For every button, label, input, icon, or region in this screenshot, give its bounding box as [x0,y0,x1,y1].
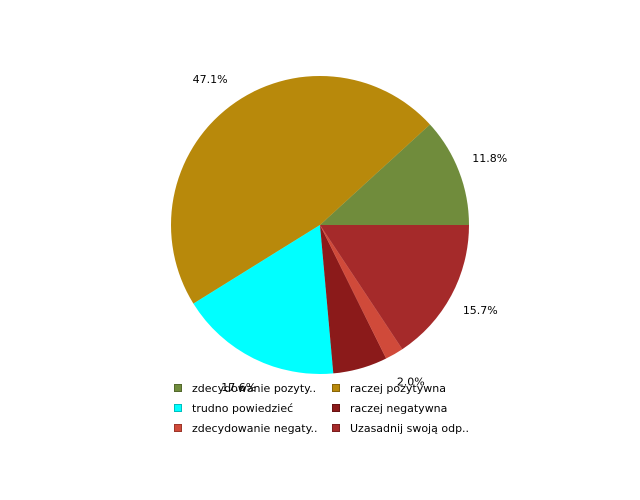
pie-slice [320,225,403,359]
legend-item-1: raczej pozytywna [332,380,446,396]
slice-percent-label: 11.8% [472,152,507,165]
legend-swatch [332,404,340,412]
legend-label: zdecydowanie pozyty.. [192,381,317,395]
legend-label: raczej negatywna [350,401,448,415]
legend-swatch [174,424,182,432]
pie-labels: 11.8% 47.1% 17.6% 2.0% 15.7% [193,73,508,394]
legend-label: zdecydowanie negaty.. [192,421,318,435]
legend-swatch [174,384,182,392]
pie-slice [320,225,387,374]
legend-item-0: zdecydowanie pozyty.. [174,380,316,396]
pie-slice [320,124,469,225]
pie-slice [320,225,469,350]
legend-item-4: zdecydowanie negaty.. [174,420,318,436]
legend-item-2: trudno powiedzieć [174,400,293,416]
legend-swatch [332,424,340,432]
slice-percent-label: 47.1% [193,73,228,86]
legend-label: Uzasadnij swoją odp.. [350,421,470,435]
legend-label: raczej pozytywna [350,381,446,395]
legend-swatch [332,384,340,392]
legend-item-5: Uzasadnij swoją odp.. [332,420,469,436]
legend-swatch [174,404,182,412]
slice-percent-label: 15.7% [463,304,498,317]
pie-slice [170,76,430,304]
pie-slice [193,225,334,374]
legend-item-3: raczej negatywna [332,400,447,416]
legend-label: trudno powiedzieć [192,401,294,415]
slice-percent-label: 2.0% [397,376,425,389]
slice-percent-label: 17.6% [221,381,256,394]
pie-slices [170,76,469,374]
